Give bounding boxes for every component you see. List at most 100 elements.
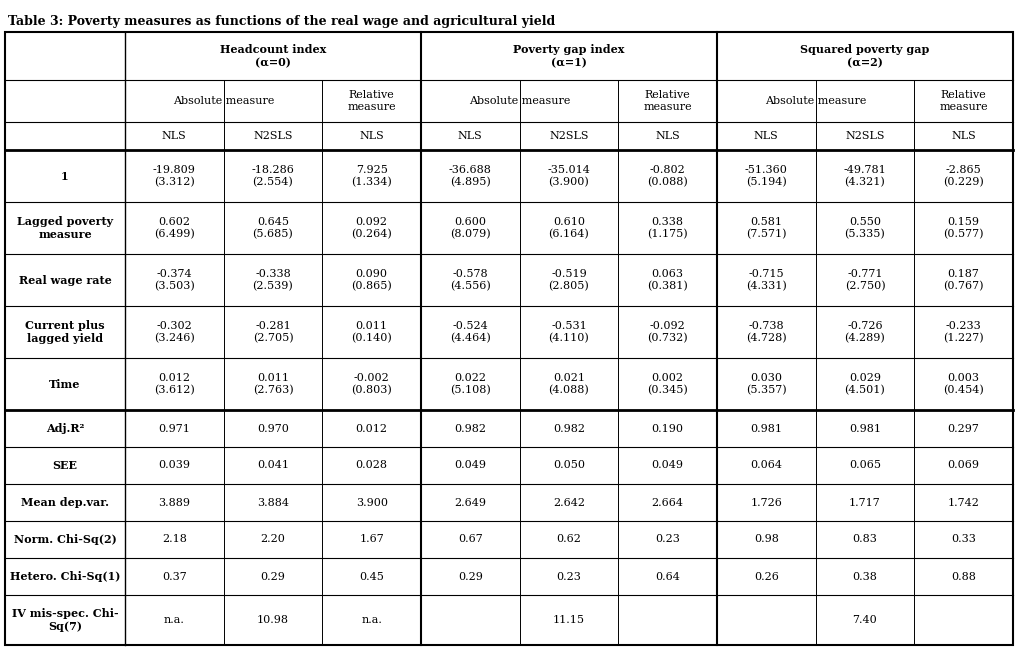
Text: Table 3: Poverty measures as functions of the real wage and agricultural yield: Table 3: Poverty measures as functions o… — [8, 15, 555, 28]
Text: 0.022
(5.108): 0.022 (5.108) — [450, 372, 491, 395]
Text: -0.302
(3.246): -0.302 (3.246) — [154, 320, 194, 343]
Text: -35.014
(3.900): -35.014 (3.900) — [548, 164, 590, 187]
Text: -0.524
(4.464): -0.524 (4.464) — [450, 320, 491, 343]
Text: 0.065: 0.065 — [849, 460, 881, 471]
Text: -18.286
(2.554): -18.286 (2.554) — [251, 164, 294, 187]
Text: 0.012
(3.612): 0.012 (3.612) — [154, 372, 194, 395]
Text: Relative
measure: Relative measure — [643, 90, 692, 112]
Text: 0.002
(0.345): 0.002 (0.345) — [647, 372, 688, 395]
Text: 0.021
(4.088): 0.021 (4.088) — [549, 372, 589, 395]
Text: Time: Time — [49, 378, 80, 389]
Text: n.a.: n.a. — [164, 615, 185, 625]
Text: IV mis-spec. Chi-
Sq(7): IV mis-spec. Chi- Sq(7) — [11, 608, 118, 632]
Text: -0.374
(3.503): -0.374 (3.503) — [154, 268, 194, 291]
Text: 3.889: 3.889 — [159, 497, 190, 508]
Text: -0.233
(1.227): -0.233 (1.227) — [944, 320, 984, 343]
Text: 0.049: 0.049 — [652, 460, 684, 471]
Text: 0.23: 0.23 — [656, 534, 680, 545]
Text: 2.18: 2.18 — [162, 534, 186, 545]
Text: 0.012: 0.012 — [355, 424, 388, 434]
Text: 3.900: 3.900 — [355, 497, 388, 508]
Text: -0.715
(4.331): -0.715 (4.331) — [746, 268, 787, 291]
Text: Relative
measure: Relative measure — [347, 90, 396, 112]
Text: 0.23: 0.23 — [557, 571, 581, 582]
Text: 0.039: 0.039 — [159, 460, 190, 471]
Text: 0.29: 0.29 — [261, 571, 285, 582]
Text: -0.578
(4.556): -0.578 (4.556) — [450, 268, 491, 291]
Text: NLS: NLS — [458, 131, 483, 141]
Text: Squared poverty gap
(α=2): Squared poverty gap (α=2) — [800, 44, 929, 68]
Text: -36.688
(4.895): -36.688 (4.895) — [449, 164, 492, 187]
Text: 0.98: 0.98 — [754, 534, 779, 545]
Text: 0.982: 0.982 — [553, 424, 585, 434]
Text: Poverty gap index
(α=1): Poverty gap index (α=1) — [513, 44, 625, 68]
Text: -0.281
(2.705): -0.281 (2.705) — [252, 320, 293, 343]
Text: 11.15: 11.15 — [553, 615, 585, 625]
Text: 0.297: 0.297 — [948, 424, 979, 434]
Text: -0.802
(0.088): -0.802 (0.088) — [647, 164, 688, 187]
Text: SEE: SEE — [53, 460, 77, 471]
Text: 0.45: 0.45 — [359, 571, 384, 582]
Text: -0.738
(4.728): -0.738 (4.728) — [746, 320, 787, 343]
Text: Absolute measure: Absolute measure — [173, 96, 275, 106]
Text: 2.664: 2.664 — [652, 497, 684, 508]
Text: -0.002
(0.803): -0.002 (0.803) — [351, 372, 392, 395]
Text: NLS: NLS — [656, 131, 680, 141]
Text: 7.925
(1.334): 7.925 (1.334) — [351, 164, 392, 187]
Text: 0.050: 0.050 — [553, 460, 585, 471]
Text: -19.809
(3.312): -19.809 (3.312) — [153, 164, 195, 187]
Text: 0.645
(5.685): 0.645 (5.685) — [252, 216, 293, 239]
Text: Absolute measure: Absolute measure — [765, 96, 866, 106]
Text: -0.771
(2.750): -0.771 (2.750) — [845, 268, 886, 291]
Text: 0.602
(6.499): 0.602 (6.499) — [154, 216, 194, 239]
Text: 0.33: 0.33 — [951, 534, 976, 545]
Text: 10.98: 10.98 — [257, 615, 289, 625]
Text: 0.981: 0.981 — [750, 424, 783, 434]
Text: 0.187
(0.767): 0.187 (0.767) — [944, 268, 984, 291]
Text: N2SLS: N2SLS — [550, 131, 588, 141]
Text: 0.88: 0.88 — [951, 571, 976, 582]
Text: N2SLS: N2SLS — [253, 131, 293, 141]
Text: -0.519
(2.805): -0.519 (2.805) — [549, 268, 589, 291]
Text: 0.600
(8.079): 0.600 (8.079) — [450, 216, 491, 239]
Text: 0.64: 0.64 — [656, 571, 680, 582]
Text: 0.38: 0.38 — [852, 571, 878, 582]
Text: Real wage rate: Real wage rate — [18, 274, 111, 285]
Text: 1.67: 1.67 — [359, 534, 384, 545]
Text: 0.041: 0.041 — [257, 460, 289, 471]
Text: Hetero. Chi-Sq(1): Hetero. Chi-Sq(1) — [10, 571, 120, 582]
Text: 0.063
(0.381): 0.063 (0.381) — [647, 268, 688, 291]
Text: -0.338
(2.539): -0.338 (2.539) — [252, 268, 293, 291]
Text: 0.190: 0.190 — [652, 424, 684, 434]
Text: 2.649: 2.649 — [454, 497, 487, 508]
Text: 0.26: 0.26 — [754, 571, 779, 582]
Text: 0.67: 0.67 — [458, 534, 483, 545]
Text: 0.981: 0.981 — [849, 424, 881, 434]
Text: -49.781
(4.321): -49.781 (4.321) — [844, 164, 887, 187]
Text: 3.884: 3.884 — [257, 497, 289, 508]
Text: -0.726
(4.289): -0.726 (4.289) — [845, 320, 886, 343]
Text: 0.003
(0.454): 0.003 (0.454) — [944, 372, 984, 395]
Text: NLS: NLS — [754, 131, 779, 141]
Text: 0.092
(0.264): 0.092 (0.264) — [351, 216, 392, 239]
Text: 0.159
(0.577): 0.159 (0.577) — [944, 216, 984, 239]
Text: n.a.: n.a. — [361, 615, 382, 625]
Text: 0.970: 0.970 — [258, 424, 289, 434]
Text: Mean dep.var.: Mean dep.var. — [21, 497, 109, 508]
Text: 0.338
(1.175): 0.338 (1.175) — [647, 216, 688, 239]
Text: N2SLS: N2SLS — [845, 131, 885, 141]
Text: 1.717: 1.717 — [849, 497, 881, 508]
Text: 0.064: 0.064 — [750, 460, 783, 471]
Text: 0.069: 0.069 — [948, 460, 979, 471]
Text: NLS: NLS — [951, 131, 976, 141]
Text: 0.610
(6.164): 0.610 (6.164) — [549, 216, 589, 239]
Text: 1: 1 — [61, 170, 69, 181]
Text: 0.029
(4.501): 0.029 (4.501) — [845, 372, 886, 395]
Text: 0.581
(7.571): 0.581 (7.571) — [746, 216, 787, 239]
Text: NLS: NLS — [359, 131, 384, 141]
Text: 0.971: 0.971 — [159, 424, 190, 434]
Text: 0.011
(0.140): 0.011 (0.140) — [351, 320, 392, 343]
Text: 1.726: 1.726 — [750, 497, 782, 508]
Text: Relative
measure: Relative measure — [940, 90, 988, 112]
Text: 0.011
(2.763): 0.011 (2.763) — [252, 372, 293, 395]
